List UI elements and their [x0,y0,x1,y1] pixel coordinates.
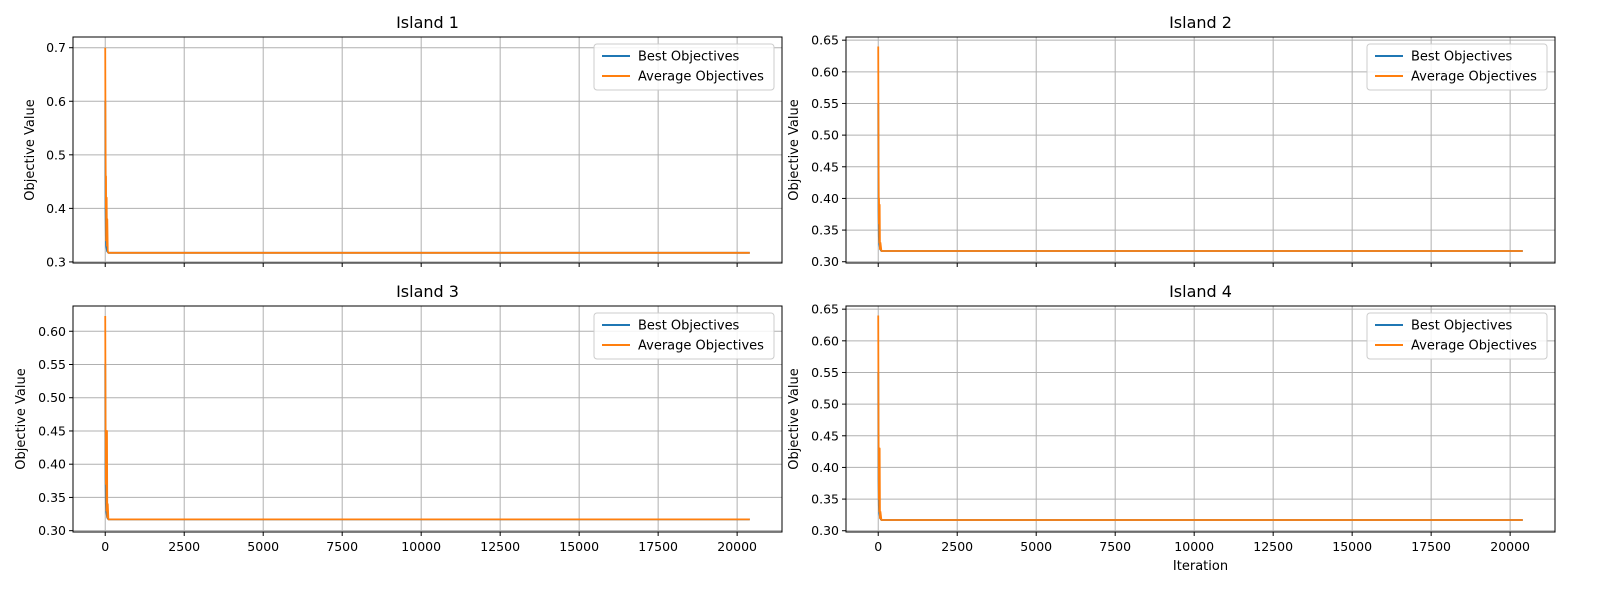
x-tick-label: 7500 [326,539,358,554]
y-tick-label: 0.55 [38,357,66,372]
legend: Best Objectives Average Objectives [593,43,775,91]
x-tick-label: 20000 [717,539,757,554]
legend-label: Best Objectives [1411,319,1513,334]
y-axis-label: Objective Value [23,99,38,200]
y-tick-label: 0.30 [38,523,66,538]
y-tick-label: 0.40 [811,460,839,475]
legend-box [1366,43,1548,91]
chart-panel-4: 0 2500 5000 7500 10000 12500 15000 17500 20000 0.… [787,282,1556,574]
y-tick-label: 0.60 [811,64,839,79]
legend-box [1366,312,1548,360]
legend-label: Average Objectives [1411,70,1537,85]
y-tick-label: 0.4 [46,201,66,216]
y-axis-label: Objective Value [787,368,802,469]
legend-label: Average Objectives [638,70,764,85]
x-tick-label: 2500 [941,539,973,554]
legend: Best Objectives Average Objectives [593,312,775,360]
x-axis-label: Iteration [1173,559,1228,574]
x-tick-label: 5000 [1020,539,1052,554]
legend: Best Objectives Average Objectives [1366,43,1548,91]
x-tick-label: 15000 [559,539,599,554]
y-tick-label: 0.50 [811,397,839,412]
y-tick-label: 0.30 [811,254,839,269]
chart-title: Island 2 [1169,13,1232,32]
y-tick-label: 0.30 [811,523,839,538]
chart-title: Island 3 [396,282,459,301]
legend-box [593,43,775,91]
x-tick-label: 0 [101,539,109,554]
x-tick-label: 7500 [1099,539,1131,554]
y-tick-label: 0.55 [811,96,839,111]
y-tick-label: 0.40 [38,457,66,472]
y-axis-label: Objective Value [14,368,29,469]
chart-panel-3: 0 2500 5000 7500 10000 12500 15000 17500 20000 0.… [14,282,783,554]
series-line-average-objectives [877,315,1523,521]
chart-panel-1: 0.3 0.4 0.5 0.6 0.7 Island 1 Objective Value Be… [23,13,783,269]
y-tick-label: 0.50 [38,390,66,405]
y-tick-label: 0.35 [811,492,839,507]
y-tick-label: 0.65 [811,33,839,48]
x-tick-label: 12500 [1253,539,1293,554]
legend: Best Objectives Average Objectives [1366,312,1548,360]
legend-label: Average Objectives [1411,339,1537,354]
legend-label: Average Objectives [638,339,764,354]
y-tick-label: 0.3 [46,254,66,269]
y-tick-label: 0.45 [38,423,66,438]
y-tick-label: 0.6 [46,94,66,109]
x-tick-label: 10000 [401,539,441,554]
x-tick-label: 17500 [638,539,678,554]
axes-frame [72,36,783,264]
x-tick-label: 17500 [1411,539,1451,554]
y-tick-label: 0.60 [811,333,839,348]
x-tick-label: 5000 [247,539,279,554]
y-tick-label: 0.55 [811,365,839,380]
y-tick-label: 0.50 [811,128,839,143]
legend-label: Best Objectives [638,50,740,65]
y-tick-label: 0.45 [811,428,839,443]
y-tick-label: 0.7 [46,40,66,55]
legend-label: Best Objectives [1411,50,1513,65]
chart-title: Island 4 [1169,282,1232,301]
x-tick-label: 20000 [1490,539,1530,554]
y-tick-label: 0.60 [38,324,66,339]
y-axis-label: Objective Value [787,99,802,200]
y-tick-label: 0.5 [46,147,66,162]
series-line-average-objectives [877,46,1523,252]
legend-label: Best Objectives [638,319,740,334]
chart-title: Island 1 [396,13,459,32]
x-tick-label: 0 [874,539,882,554]
legend-box [593,312,775,360]
series-line-average-objectives [104,315,750,521]
x-tick-label: 2500 [168,539,200,554]
y-tick-label: 0.35 [38,490,66,505]
x-tick-label: 10000 [1174,539,1214,554]
axes-frame [845,36,1556,264]
y-tick-label: 0.45 [811,159,839,174]
axes-frame [72,305,783,533]
y-tick-label: 0.40 [811,191,839,206]
chart-panel-2: 0.30 0.35 0.40 0.45 0.50 0.55 0.60 0.65 Island 2… [787,13,1556,269]
axes-frame [845,305,1556,533]
x-tick-label: 15000 [1332,539,1372,554]
y-tick-label: 0.65 [811,302,839,317]
y-tick-label: 0.35 [811,223,839,238]
series-line-average-objectives [104,47,750,254]
x-tick-label: 12500 [480,539,520,554]
